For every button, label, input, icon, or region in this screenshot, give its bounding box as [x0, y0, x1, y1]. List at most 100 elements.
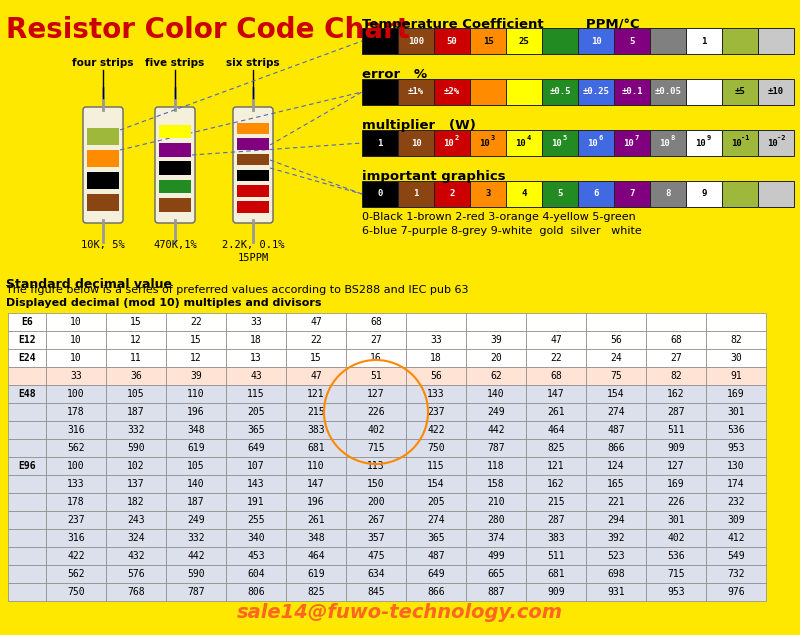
Text: 10: 10 — [768, 140, 778, 149]
Text: 47: 47 — [310, 317, 322, 327]
Text: 866: 866 — [607, 443, 625, 453]
Bar — [398, 28, 434, 54]
Bar — [166, 403, 226, 421]
Text: 536: 536 — [667, 551, 685, 561]
Bar — [106, 547, 166, 565]
Text: 2: 2 — [455, 135, 459, 141]
Bar — [706, 529, 766, 547]
Text: 845: 845 — [367, 587, 385, 597]
Bar — [526, 529, 586, 547]
Bar — [87, 171, 119, 189]
Bar — [226, 583, 286, 601]
Text: 562: 562 — [67, 443, 85, 453]
Bar — [8, 403, 46, 421]
Text: 787: 787 — [187, 587, 205, 597]
Bar — [586, 457, 646, 475]
Bar — [466, 511, 526, 529]
Text: 316: 316 — [67, 425, 85, 435]
Text: 50: 50 — [446, 36, 458, 46]
Text: 68: 68 — [670, 335, 682, 345]
Text: 499: 499 — [487, 551, 505, 561]
Bar — [8, 385, 46, 403]
Bar — [286, 367, 346, 385]
Text: 162: 162 — [547, 479, 565, 489]
Text: 137: 137 — [127, 479, 145, 489]
Bar — [362, 181, 398, 207]
Text: 15: 15 — [130, 317, 142, 327]
Bar — [159, 143, 191, 157]
Text: 0-Black 1-brown 2-red 3-orange 4-yellow 5-green: 0-Black 1-brown 2-red 3-orange 4-yellow … — [362, 212, 636, 222]
Bar — [286, 403, 346, 421]
Text: 1: 1 — [414, 189, 418, 199]
Bar — [286, 565, 346, 583]
Text: 68: 68 — [550, 371, 562, 381]
Bar — [8, 493, 46, 511]
Bar — [166, 331, 226, 349]
Text: 162: 162 — [667, 389, 685, 399]
Text: 205: 205 — [427, 497, 445, 507]
Text: 140: 140 — [187, 479, 205, 489]
Bar — [46, 385, 106, 403]
Text: important graphics: important graphics — [362, 170, 506, 183]
Bar — [646, 547, 706, 565]
Bar — [722, 28, 758, 54]
Text: 3: 3 — [486, 189, 490, 199]
Bar — [46, 583, 106, 601]
Text: 768: 768 — [127, 587, 145, 597]
Text: 590: 590 — [187, 569, 205, 579]
Text: 215: 215 — [307, 407, 325, 417]
Text: 549: 549 — [727, 551, 745, 561]
Bar — [8, 583, 46, 601]
Bar — [470, 79, 506, 105]
Bar — [526, 583, 586, 601]
Text: 3: 3 — [491, 135, 495, 141]
Text: 178: 178 — [67, 497, 85, 507]
Text: 8: 8 — [666, 189, 670, 199]
Text: 113: 113 — [367, 461, 385, 471]
Bar — [159, 124, 191, 138]
Text: 16: 16 — [370, 353, 382, 363]
Text: 649: 649 — [427, 569, 445, 579]
Text: 357: 357 — [367, 533, 385, 543]
Text: 8: 8 — [671, 135, 675, 141]
Text: 750: 750 — [67, 587, 85, 597]
Bar — [286, 439, 346, 457]
Bar — [46, 529, 106, 547]
Text: 806: 806 — [247, 587, 265, 597]
Text: Displayed decimal (mod 10) multiples and divisors: Displayed decimal (mod 10) multiples and… — [6, 298, 322, 308]
Bar — [706, 439, 766, 457]
Text: -2: -2 — [777, 135, 786, 141]
Bar — [226, 313, 286, 331]
Bar — [106, 493, 166, 511]
Bar — [46, 313, 106, 331]
Text: 909: 909 — [667, 443, 685, 453]
Bar — [506, 181, 542, 207]
Bar — [346, 457, 406, 475]
Text: 10: 10 — [590, 36, 602, 46]
Bar — [8, 349, 46, 367]
Bar — [434, 28, 470, 54]
Text: 147: 147 — [547, 389, 565, 399]
Bar — [362, 130, 398, 156]
Text: 5: 5 — [563, 135, 567, 141]
Bar — [466, 547, 526, 565]
Bar — [686, 181, 722, 207]
Text: 2.2K, 0.1%: 2.2K, 0.1% — [222, 240, 284, 250]
Bar — [466, 529, 526, 547]
Bar — [646, 457, 706, 475]
Text: 0: 0 — [378, 189, 382, 199]
Text: 787: 787 — [487, 443, 505, 453]
Text: 7: 7 — [630, 189, 634, 199]
Text: 118: 118 — [487, 461, 505, 471]
Text: 1: 1 — [378, 138, 382, 147]
Text: 287: 287 — [667, 407, 685, 417]
Text: 174: 174 — [727, 479, 745, 489]
Bar — [106, 349, 166, 367]
Text: 12: 12 — [130, 335, 142, 345]
Text: E48: E48 — [18, 389, 36, 399]
Text: 348: 348 — [307, 533, 325, 543]
Text: 10: 10 — [624, 140, 634, 149]
Bar — [362, 79, 398, 105]
Text: 243: 243 — [127, 515, 145, 525]
Bar — [46, 547, 106, 565]
